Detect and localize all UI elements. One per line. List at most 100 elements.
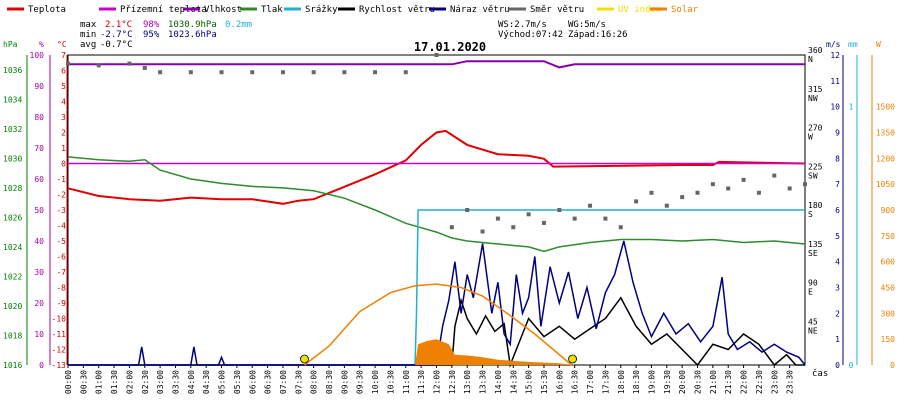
tick-dir-value: 90 (808, 279, 818, 288)
tick-x-label: 18:00 (617, 370, 626, 394)
stat-min-label: min (80, 30, 96, 40)
tick-x-label: 22:00 (740, 370, 749, 394)
legend-label-6: Náraz větru (450, 5, 510, 15)
wind-direction-point (726, 186, 731, 191)
tick-x-label: 14:30 (509, 370, 518, 394)
stat-min-press: 1023.6hPa (168, 30, 217, 40)
tick-hpa: 1022 (3, 272, 22, 281)
tick-w: 600 (881, 258, 896, 267)
legend-label-3: Tlak (261, 5, 283, 15)
tick-ms: 3 (835, 284, 840, 293)
tick-dir-label: NW (808, 94, 818, 103)
tick-dir-value: 45 (808, 317, 818, 326)
stat-sunset: Západ:16:26 (568, 30, 628, 40)
legend-label-1: Přízemní teplota (120, 5, 207, 15)
tick-degc: 4 (61, 98, 66, 107)
tick-w: 300 (881, 309, 896, 318)
tick-ms: 5 (835, 232, 840, 241)
tick-dir-value: 180 (808, 201, 823, 210)
tick-x-label: 03:30 (171, 370, 180, 394)
tick-degc: -6 (56, 253, 66, 262)
plot-area (66, 53, 807, 368)
tick-pct: 80 (34, 113, 44, 122)
tick-dir-label: W (808, 133, 813, 142)
tick-dir-label: S (808, 210, 813, 219)
wind-direction-point (634, 199, 639, 204)
wind-direction-point (449, 225, 454, 230)
tick-x-label: 21:00 (709, 370, 718, 394)
wind-direction-point (127, 61, 132, 66)
legend-label-5: Rychlost větru (359, 5, 435, 15)
tick-x-label: 06:30 (264, 370, 273, 394)
stat-max-rain: 0.2mm (225, 20, 252, 30)
wind-direction-point (403, 70, 408, 75)
tick-hpa: 1030 (3, 154, 22, 163)
tick-ms: 1 (835, 335, 840, 344)
chart-title: 17.01.2020 (414, 40, 486, 54)
wind-direction-point (158, 70, 163, 75)
axis-title-pct: % (39, 40, 44, 49)
stat-ws: WS:2.7m/s (498, 20, 547, 30)
wind-direction-point (280, 70, 285, 75)
wind-direction-point (649, 190, 654, 195)
tick-x-label: 07:00 (279, 370, 288, 394)
wind-direction-point (618, 225, 623, 230)
wind-direction-point (756, 190, 761, 195)
tick-degc: 5 (61, 82, 66, 91)
tick-x-label: 10:00 (371, 370, 380, 394)
wind-direction-point (710, 182, 715, 187)
tick-x-label: 11:30 (417, 370, 426, 394)
sunrise-marker (300, 354, 309, 364)
wind-direction-point (96, 63, 101, 68)
tick-x-label: 16:30 (571, 370, 580, 394)
tick-pct: 20 (34, 299, 44, 308)
axis-title-degc: °C (57, 40, 67, 49)
tick-x-label: 04:00 (187, 370, 196, 394)
tick-x-label: 23:30 (786, 370, 795, 394)
tick-x-label: 02:00 (125, 370, 134, 394)
tick-degc: -8 (56, 284, 66, 293)
tick-x-label: 19:00 (647, 370, 656, 394)
tick-ms: 10 (830, 103, 840, 112)
wind-direction-point (188, 70, 193, 75)
tick-w: 0 (890, 361, 895, 370)
tick-pct: 90 (34, 82, 44, 91)
legend-label-7: Směr větru (530, 5, 584, 15)
tick-x-label: 08:30 (325, 370, 334, 394)
stat-avg-temp: -0.7°C (100, 40, 133, 50)
tick-x-label: 07:30 (294, 370, 303, 394)
tick-x-label: 19:30 (663, 370, 672, 394)
tick-w: 150 (881, 335, 896, 344)
tick-degc: -7 (56, 268, 66, 277)
axis-title-w: W (876, 40, 881, 49)
tick-dir-label: NE (808, 326, 818, 335)
tick-dir-label: SE (808, 249, 818, 258)
tick-hpa: 1026 (3, 213, 22, 222)
tick-x-label: 08:00 (310, 370, 319, 394)
wind-direction-point (526, 212, 531, 217)
stat-wg: WG:5m/s (568, 20, 606, 30)
wind-direction-point (434, 53, 439, 57)
tick-x-label: 00:30 (79, 370, 88, 394)
stat-min-temp: -2.7°C (100, 30, 133, 40)
tick-w: 750 (881, 232, 896, 241)
tick-x-label: 02:30 (141, 370, 150, 394)
tick-ms: 7 (835, 180, 840, 189)
wind-direction-point (66, 61, 70, 66)
tick-pct: 100 (30, 51, 45, 60)
tick-x-label: 12:00 (433, 370, 442, 394)
legend-label-0: Teplota (28, 5, 66, 15)
wind-direction-point (557, 208, 562, 212)
wind-direction-point (495, 216, 500, 221)
tick-x-label: 17:00 (586, 370, 595, 394)
tick-degc: -1 (56, 175, 66, 184)
axis-title-hpa: hPa (3, 40, 18, 49)
tick-x-label: 22:30 (755, 370, 764, 394)
tick-dir-label: SW (808, 171, 818, 180)
tick-dir-value: 225 (808, 162, 823, 171)
tick-ms: 4 (835, 258, 840, 267)
wind-direction-point (588, 203, 593, 208)
tick-degc: -5 (56, 237, 66, 246)
series-n-raz-v-tru (68, 240, 806, 366)
tick-dir-value: 135 (808, 240, 823, 249)
